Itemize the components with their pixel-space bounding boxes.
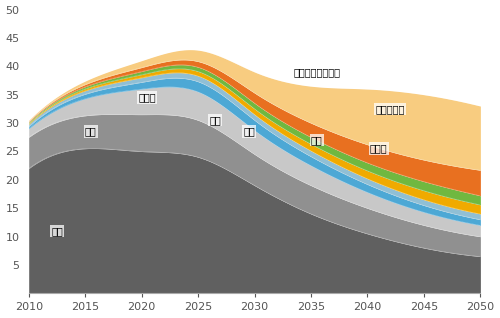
Text: 天然气: 天然气 (138, 93, 156, 102)
Text: 生物质: 生物质 (370, 144, 388, 154)
Text: 水电: 水电 (243, 127, 255, 137)
Text: 石油: 石油 (85, 127, 96, 137)
Text: 煤炭: 煤炭 (51, 226, 63, 236)
Text: 太阳能和地热供热: 太阳能和地热供热 (293, 67, 340, 77)
Text: 太阳能发电: 太阳能发电 (376, 104, 404, 114)
Text: 核电: 核电 (209, 115, 221, 125)
Text: 风电: 风电 (311, 135, 322, 145)
